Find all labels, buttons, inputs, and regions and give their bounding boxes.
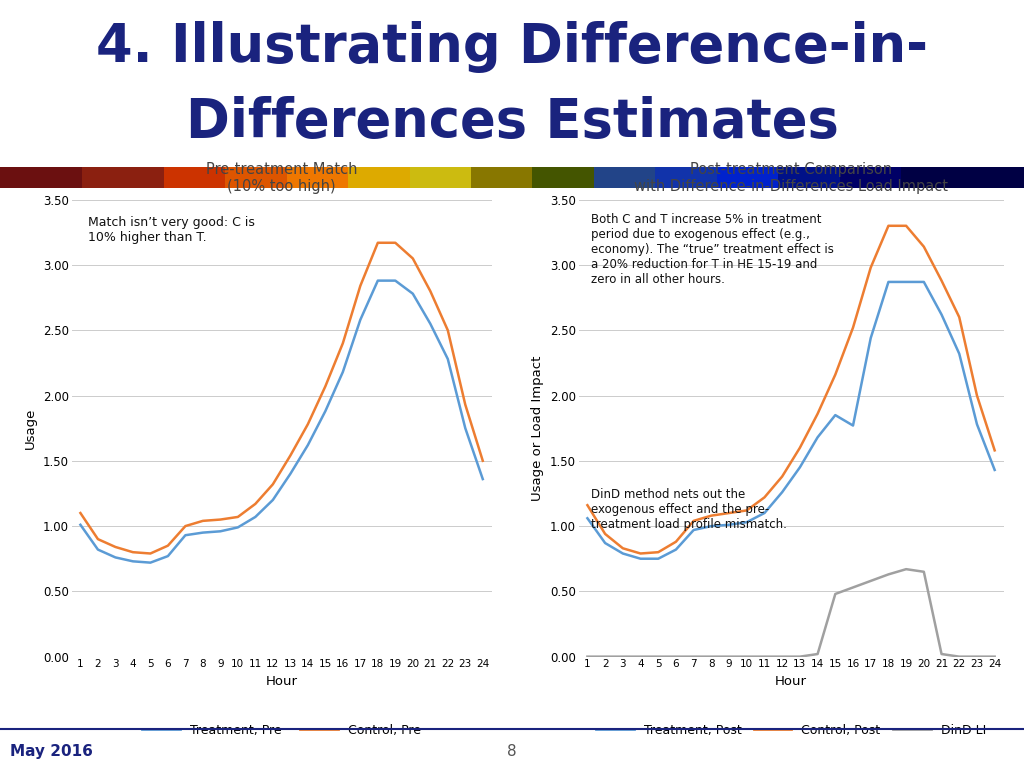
Bar bbox=[0, 167, 82, 188]
Text: ENERGY CONSULTING: ENERGY CONSULTING bbox=[883, 758, 950, 763]
Title: Pre-treatment Match
(10% too high): Pre-treatment Match (10% too high) bbox=[206, 162, 357, 194]
Y-axis label: Usage or Load Impact: Usage or Load Impact bbox=[531, 356, 544, 501]
Text: 4. Illustrating Difference-in-: 4. Illustrating Difference-in- bbox=[96, 22, 928, 73]
Bar bbox=[287, 167, 348, 188]
Bar bbox=[532, 167, 594, 188]
Text: Match isn’t very good: C is
10% higher than T.: Match isn’t very good: C is 10% higher t… bbox=[88, 216, 255, 243]
Text: May 2016: May 2016 bbox=[10, 744, 93, 760]
Legend: Treatment, Pre, Control, Pre: Treatment, Pre, Control, Pre bbox=[137, 719, 426, 742]
Text: 8: 8 bbox=[507, 744, 517, 760]
Bar bbox=[840, 167, 901, 188]
Text: Differences Estimates: Differences Estimates bbox=[185, 96, 839, 147]
Bar bbox=[410, 167, 471, 188]
Bar bbox=[225, 167, 287, 188]
X-axis label: Hour: Hour bbox=[265, 675, 298, 688]
Title: Post-treatment Comparison
with Difference-in-Differences Load Impact: Post-treatment Comparison with Differenc… bbox=[634, 162, 948, 194]
Bar bbox=[164, 167, 225, 188]
Text: ASSOCIATES: ASSOCIATES bbox=[895, 750, 938, 756]
Bar bbox=[594, 167, 655, 188]
Text: CHRISTENSEN: CHRISTENSEN bbox=[884, 740, 949, 750]
X-axis label: Hour: Hour bbox=[775, 675, 807, 688]
Y-axis label: Usage: Usage bbox=[25, 408, 37, 449]
Bar bbox=[778, 167, 840, 188]
Bar bbox=[471, 167, 532, 188]
Legend: Treatment, Post, Control, Post, DinD LI: Treatment, Post, Control, Post, DinD LI bbox=[591, 719, 991, 742]
Bar bbox=[655, 167, 717, 188]
Bar bbox=[82, 167, 164, 188]
Bar bbox=[717, 167, 778, 188]
Bar bbox=[348, 167, 410, 188]
Bar bbox=[901, 167, 1024, 188]
Text: DinD method nets out the
exogenous effect and the pre-
treatment load profile mi: DinD method nets out the exogenous effec… bbox=[591, 488, 787, 531]
Text: Both C and T increase 5% in treatment
period due to exogenous effect (e.g.,
econ: Both C and T increase 5% in treatment pe… bbox=[591, 214, 835, 286]
